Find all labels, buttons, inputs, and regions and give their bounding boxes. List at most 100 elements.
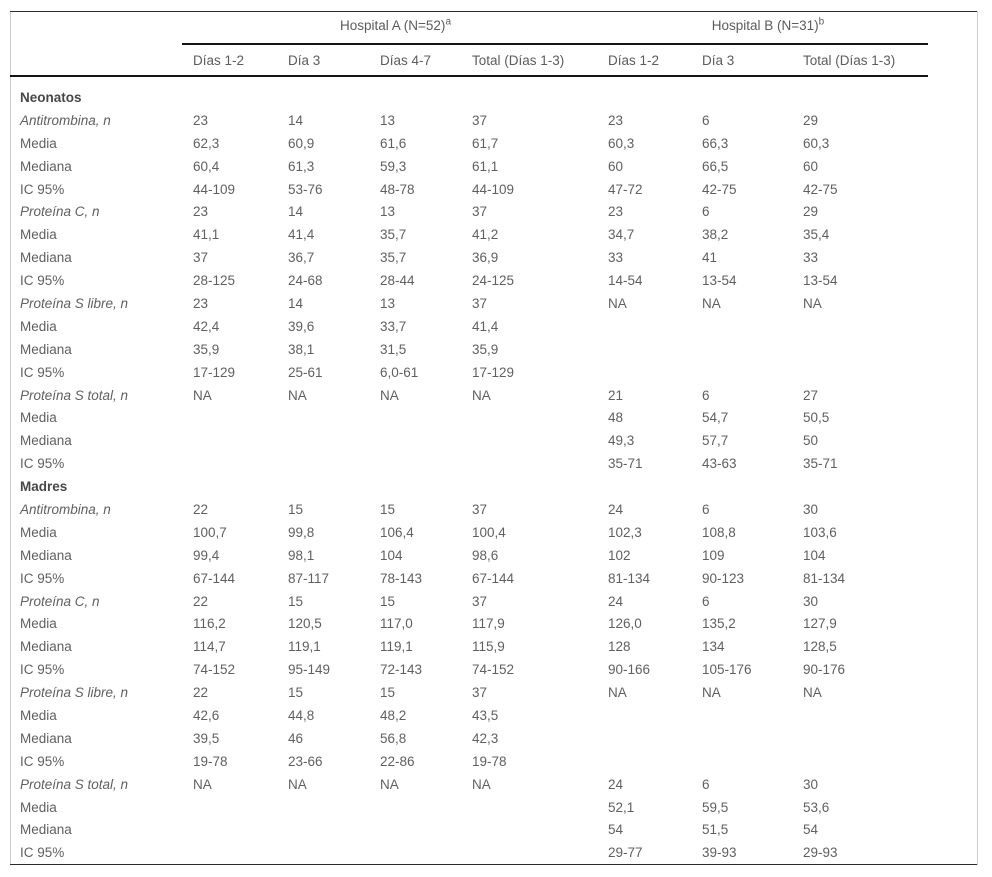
- cell-value: 50: [803, 433, 819, 449]
- cell-value: 6: [702, 776, 710, 792]
- cell-value: 62,3: [193, 135, 220, 151]
- cell-value: 24: [608, 501, 624, 517]
- row-label: Mediana: [20, 158, 72, 174]
- cell-value: 56,8: [380, 730, 407, 746]
- cell-value: 114,7: [193, 639, 226, 655]
- row-label: Media: [20, 616, 57, 632]
- cell-value: 15: [288, 593, 304, 609]
- col-header-a-dias47: Días 4-7: [380, 53, 432, 68]
- cell-value: 43-63: [702, 456, 737, 472]
- cell-value: 19-78: [193, 753, 228, 769]
- cell-value: 25-61: [288, 364, 323, 380]
- table-row: Media 100,7 99,8 106,4 100,4 102,3 108,8 103,6: [10, 521, 978, 544]
- cell-value: 103,6: [803, 524, 837, 540]
- cell-value: NA: [608, 685, 627, 701]
- cell-value: [702, 727, 803, 750]
- cell-value: 61,1: [472, 158, 499, 174]
- cell-value: 14-54: [608, 273, 643, 289]
- column-header-row: Días 1-2 Día 3 Días 4-7 Total (Días 1-3)…: [10, 46, 978, 86]
- cell-value: 37: [193, 250, 209, 266]
- cell-value: [193, 796, 288, 819]
- cell-value: 87-117: [288, 570, 330, 586]
- cell-value: [472, 452, 608, 475]
- cell-value: NA: [472, 387, 491, 403]
- cell-value: 90-166: [608, 662, 651, 678]
- cell-value: [380, 452, 472, 475]
- cell-value: 57,7: [702, 433, 729, 449]
- row-label: Media: [20, 135, 57, 151]
- cell-value: 35-71: [608, 456, 643, 472]
- cell-value: 35,7: [380, 227, 407, 243]
- cell-value: 51,5: [702, 822, 729, 838]
- cell-value: 41,1: [193, 227, 220, 243]
- cell-value: 67-144: [472, 570, 515, 586]
- table-row: IC 95% 67-144 87-117 78-143 67-144 81-134 90-1…: [10, 567, 978, 590]
- row-label: Proteína C, n: [20, 204, 100, 220]
- cell-value: [288, 452, 380, 475]
- cell-value: 28-44: [380, 273, 415, 289]
- cell-value: 44,8: [288, 707, 315, 723]
- cell-value: 35,9: [193, 341, 220, 357]
- row-label: IC 95%: [20, 845, 65, 861]
- cell-value: NA: [702, 685, 721, 701]
- table-row: Media 42,4 39,6 33,7 41,4: [10, 315, 978, 338]
- row-label: IC 95%: [20, 456, 65, 472]
- cell-value: 13-54: [702, 273, 737, 289]
- cell-value: [380, 429, 472, 452]
- cell-value: 34,7: [608, 227, 635, 243]
- cell-value: [193, 452, 288, 475]
- col-header-b-dia3: Día 3: [702, 53, 735, 68]
- row-label: Media: [20, 524, 57, 540]
- cell-value: 13: [380, 295, 396, 311]
- cell-value: 22: [193, 501, 209, 517]
- cell-value: 74-152: [472, 662, 515, 678]
- cell-value: 24: [608, 593, 624, 609]
- cell-value: 44-109: [472, 181, 515, 197]
- table-row: Media 116,2 120,5 117,0 117,9 126,0 135,2 127,9: [10, 612, 978, 635]
- row-label: Mediana: [20, 250, 72, 266]
- cell-value: 104: [380, 547, 403, 563]
- cell-value: NA: [472, 776, 491, 792]
- cell-value: 98,1: [288, 547, 315, 563]
- cell-value: 119,1: [288, 639, 321, 655]
- cell-value: [380, 796, 472, 819]
- row-label: Media: [20, 410, 57, 426]
- table-row: IC 95% 74-152 95-149 72-143 74-152 90-166 105-…: [10, 658, 978, 681]
- cell-value: 100,4: [472, 524, 506, 540]
- cell-value: 100,7: [193, 524, 227, 540]
- table-body: Neonatos Antitrombina, n 23 14 13 37 23 6 29 Medi…: [10, 86, 978, 864]
- cell-value: 66,3: [702, 135, 729, 151]
- cell-value: 61,3: [288, 158, 315, 174]
- cell-value: 41,4: [288, 227, 315, 243]
- row-label: Media: [20, 799, 57, 815]
- col-header-a-dia3: Día 3: [288, 53, 321, 68]
- cell-value: 60,3: [608, 135, 635, 151]
- cell-value: 74-152: [193, 662, 236, 678]
- cell-value: 42,3: [472, 730, 499, 746]
- cell-value: [472, 796, 608, 819]
- cell-value: 48-78: [380, 181, 415, 197]
- table-row: Proteína C, n 23 14 13 37 23 6 29: [10, 200, 978, 223]
- cell-value: 39,6: [288, 318, 315, 334]
- cell-value: 46: [288, 730, 304, 746]
- table-row: Mediana 60,4 61,3 59,3 61,1 60 66,5 60: [10, 155, 978, 178]
- cell-value: 59,5: [702, 799, 729, 815]
- hospital-b-label: Hospital B (N=31): [711, 18, 819, 33]
- cell-value: 61,7: [472, 135, 499, 151]
- row-label: Media: [20, 707, 57, 723]
- cell-value: 24-68: [288, 273, 323, 289]
- table-row: Media 62,3 60,9 61,6 61,7 60,3 66,3 60,3: [10, 132, 978, 155]
- cell-value: 6: [702, 112, 710, 128]
- cell-value: [380, 841, 472, 864]
- cell-value: 48,2: [380, 707, 407, 723]
- col-header-a-total: Total (Días 1-3): [472, 53, 565, 68]
- cell-value: 28-125: [193, 273, 236, 289]
- table-row: Proteína C, n 22 15 15 37 24 6 30: [10, 590, 978, 613]
- table-row: Media 52,1 59,5 53,6: [10, 796, 978, 819]
- row-label: Mediana: [20, 822, 72, 838]
- cell-value: 128: [608, 639, 631, 655]
- cell-value: 60: [803, 158, 819, 174]
- cell-value: 33,7: [380, 318, 407, 334]
- table-row: Mediana 37 36,7 35,7 36,9 33 41 33: [10, 246, 978, 269]
- cell-value: 81-134: [608, 570, 651, 586]
